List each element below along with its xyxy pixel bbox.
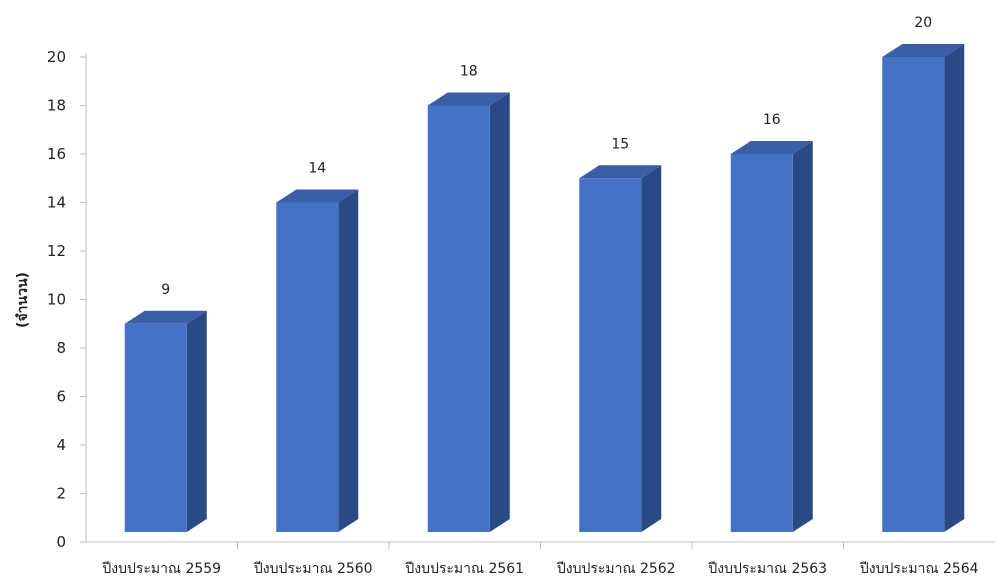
bar-2: [427, 92, 510, 532]
y-tick-label: 12: [47, 242, 66, 260]
bar-5: [882, 44, 965, 532]
bar-3: [579, 165, 662, 532]
data-label: 16: [763, 112, 781, 128]
data-label: 15: [611, 136, 629, 152]
y-tick-label: 18: [47, 97, 66, 115]
x-tick-label: ปีงบประมาณ 2564: [859, 561, 978, 577]
bar-0: [124, 310, 207, 532]
bar-front: [124, 323, 187, 532]
axes: [80, 53, 995, 549]
data-label: 9: [161, 282, 170, 298]
x-tick-label: ปีงบประมาณ 2563: [708, 561, 827, 577]
bar-front: [276, 202, 339, 532]
bar-side: [489, 92, 510, 532]
bar-side: [186, 310, 207, 532]
y-tick-label: 20: [47, 48, 66, 66]
labels: 0 2 4 6 8 10 12 14 16 18 20 9 ปีงบประมาณ 2559 14 ปีงบป…: [47, 15, 979, 577]
y-tick-label: 16: [47, 145, 66, 163]
bar-side: [792, 141, 813, 532]
y-tick-label: 2: [56, 485, 66, 503]
bar-1: [276, 189, 359, 532]
y-tick-label: 6: [56, 388, 66, 406]
bar-top: [427, 92, 510, 106]
y-tick-label: 14: [47, 194, 66, 212]
data-label: 18: [460, 64, 478, 80]
bar-front: [579, 178, 642, 532]
bar-side: [944, 44, 965, 532]
y-tick-label: 0: [56, 533, 66, 551]
bar-4: [730, 141, 813, 532]
bars: [124, 44, 965, 532]
y-tick-label: 10: [47, 291, 66, 309]
data-label: 14: [308, 161, 326, 177]
x-tick-label: ปีงบประมาณ 2562: [556, 561, 675, 577]
bar-front: [882, 57, 945, 532]
bar-top: [579, 165, 662, 179]
y-tick-label: 4: [56, 436, 66, 454]
bar-side: [338, 189, 359, 532]
bar-top: [882, 44, 965, 57]
bar-top: [124, 310, 207, 324]
bar-front: [427, 105, 490, 532]
bar-top: [276, 189, 359, 203]
x-tick-label: ปีงบประมาณ 2559: [102, 561, 221, 577]
data-label: 20: [914, 15, 932, 31]
bar-front: [730, 154, 793, 532]
y-axis-title: (จำนวน): [15, 272, 31, 328]
y-tick-label: 8: [56, 339, 66, 357]
bar-side: [641, 165, 662, 532]
x-tick-label: ปีงบประมาณ 2561: [405, 561, 524, 577]
x-tick-label: ปีงบประมาณ 2560: [253, 561, 372, 577]
bar-top: [730, 141, 813, 154]
